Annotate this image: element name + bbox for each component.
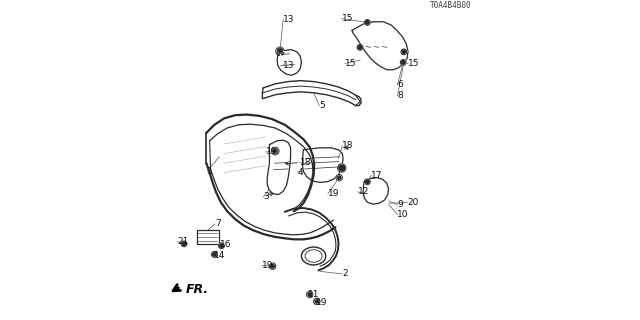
Text: FR.: FR. [186, 283, 209, 296]
Circle shape [402, 50, 406, 53]
Bar [197, 230, 219, 244]
Text: 21: 21 [178, 237, 189, 246]
Text: 20: 20 [408, 198, 419, 207]
Text: 3: 3 [264, 192, 269, 201]
Text: 15: 15 [345, 59, 356, 68]
Circle shape [308, 293, 312, 296]
Circle shape [277, 48, 283, 54]
Text: 8: 8 [397, 92, 403, 100]
Text: 17: 17 [371, 171, 383, 180]
Circle shape [339, 165, 344, 171]
Circle shape [358, 46, 362, 49]
Text: 19: 19 [266, 148, 277, 156]
Circle shape [273, 149, 276, 153]
Circle shape [365, 179, 370, 185]
Circle shape [181, 241, 187, 247]
Text: 13: 13 [283, 61, 294, 70]
Text: 2: 2 [342, 269, 348, 278]
Text: 15: 15 [408, 59, 419, 68]
Text: 5: 5 [319, 101, 325, 110]
Text: 15: 15 [342, 14, 353, 23]
Circle shape [269, 263, 276, 269]
Text: 6: 6 [397, 80, 403, 89]
Circle shape [401, 49, 407, 55]
Text: T0A4B4B00: T0A4B4B00 [430, 1, 472, 10]
Text: 14: 14 [214, 252, 226, 260]
Text: 19: 19 [328, 189, 339, 198]
Text: 10: 10 [397, 210, 409, 219]
Text: 13: 13 [283, 15, 294, 24]
Circle shape [271, 265, 275, 268]
Text: 4: 4 [298, 168, 303, 177]
Text: 19: 19 [262, 261, 274, 270]
Text: 18: 18 [300, 158, 312, 167]
Circle shape [277, 48, 283, 53]
Circle shape [220, 244, 223, 247]
Circle shape [365, 20, 370, 25]
Text: 16: 16 [220, 240, 231, 249]
Circle shape [271, 148, 278, 154]
Circle shape [211, 252, 218, 257]
Circle shape [401, 60, 406, 65]
Circle shape [271, 147, 279, 155]
Circle shape [278, 49, 282, 52]
Text: 1: 1 [207, 167, 213, 176]
Text: 19: 19 [316, 298, 328, 307]
Circle shape [182, 242, 186, 245]
Circle shape [212, 253, 216, 256]
Text: 7: 7 [215, 220, 221, 228]
Circle shape [336, 174, 342, 181]
Circle shape [338, 176, 341, 179]
Circle shape [314, 298, 320, 305]
Circle shape [365, 21, 369, 24]
Text: 9: 9 [397, 200, 403, 209]
Circle shape [273, 148, 278, 154]
Circle shape [401, 61, 405, 64]
Text: 11: 11 [308, 290, 319, 299]
Circle shape [365, 180, 369, 183]
Text: 18: 18 [342, 141, 354, 150]
Circle shape [337, 164, 346, 172]
Circle shape [219, 243, 225, 249]
Circle shape [307, 291, 313, 298]
Circle shape [315, 300, 319, 303]
Circle shape [357, 44, 363, 50]
Text: 12: 12 [358, 188, 369, 196]
